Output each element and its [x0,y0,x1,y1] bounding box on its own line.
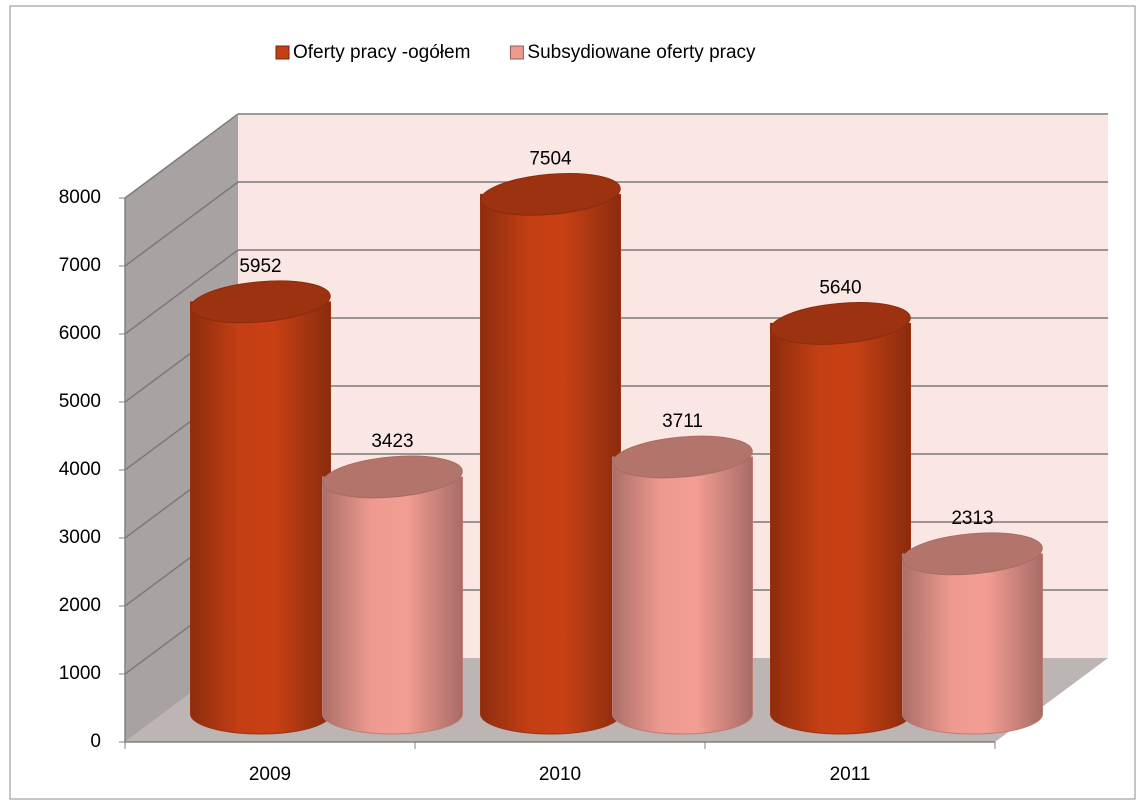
y-tick-label: 6000 [59,323,101,344]
legend-label: Oferty pracy -ogółem [293,42,470,63]
data-label: 3423 [371,431,413,452]
legend-label: Subsydiowane oferty pracy [527,42,756,63]
bar-top [770,302,911,345]
bar [322,476,463,735]
bar [480,193,621,735]
legend: Oferty pracy -ogółem Subsydiowane oferty … [275,42,756,63]
x-tick-label: 2009 [249,764,291,785]
y-tick-label: 0 [90,731,101,752]
grid-line [124,249,239,335]
y-tick-label: 2000 [59,595,101,616]
bar [612,456,753,735]
grid-line [124,181,239,267]
bar-top [480,173,621,216]
data-label: 5640 [819,277,861,298]
data-label: 7504 [529,148,572,169]
y-tick-label: 8000 [59,187,101,208]
legend-swatch [275,45,290,60]
bar-top [902,532,1043,576]
legend-swatch [509,45,524,60]
bar-top [190,280,331,324]
bar [902,553,1043,735]
y-tick-label: 5000 [59,391,101,412]
bar [770,322,911,735]
grid-line [124,113,239,199]
y-tick-label: 7000 [59,255,101,276]
x-tick-label: 2011 [830,764,871,785]
data-label: 5952 [239,256,281,277]
x-tick-label: 2010 [539,764,581,785]
data-label: 2313 [951,508,993,529]
y-tick-label: 3000 [59,527,101,548]
data-label: 3711 [662,411,703,432]
y-tick-label: 4000 [59,459,101,480]
bar-top [612,435,753,479]
bar-top [322,455,463,499]
bar [190,301,331,735]
y-tick-label: 1000 [59,663,101,684]
